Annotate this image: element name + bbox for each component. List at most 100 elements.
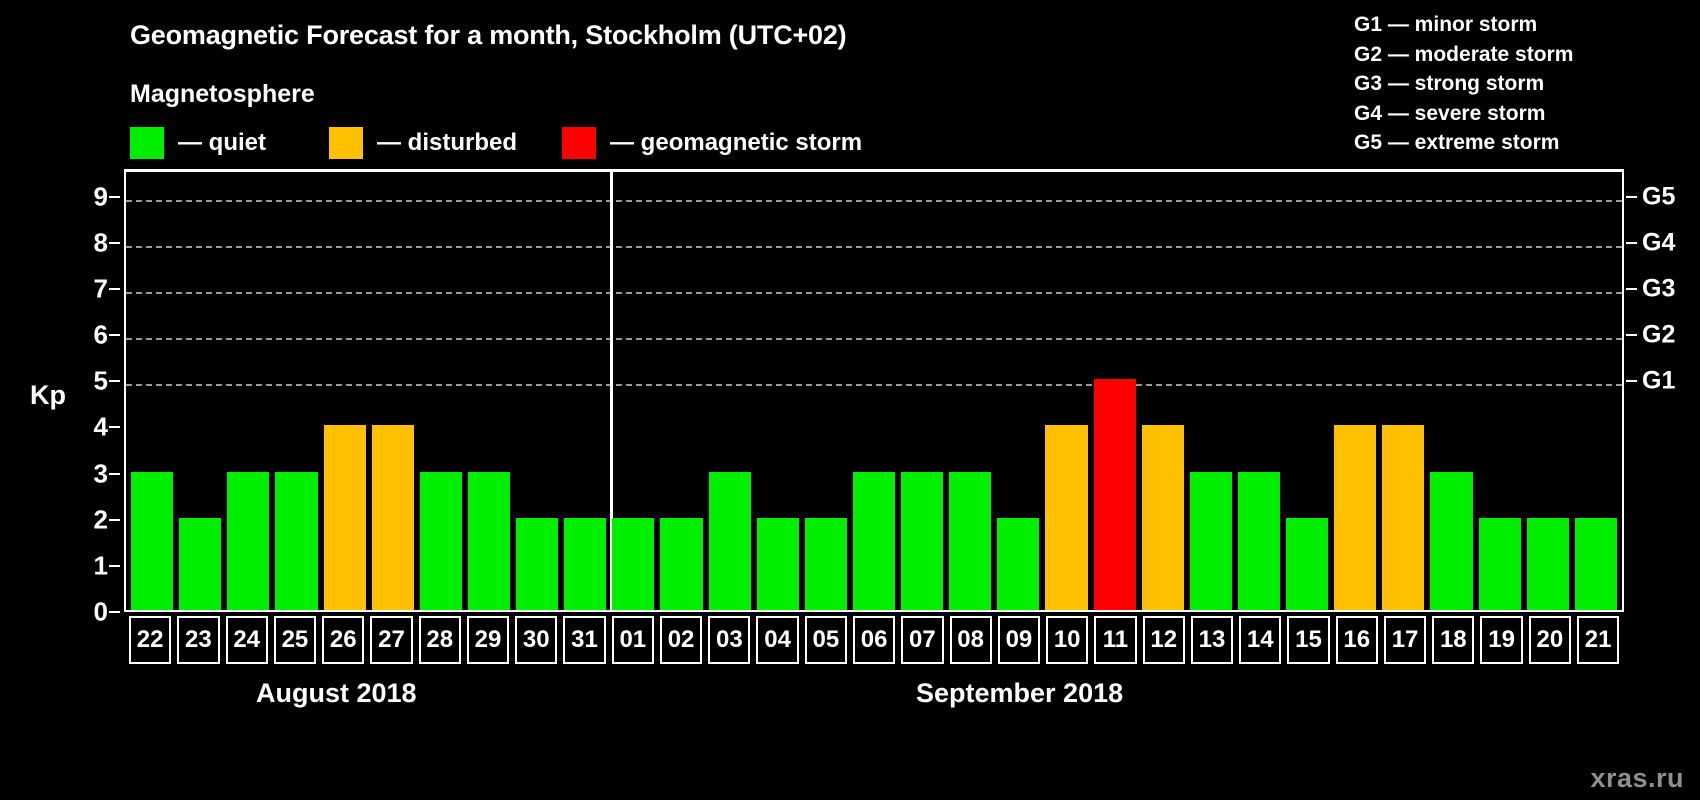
bar[interactable] [852, 471, 895, 610]
day-label-30[interactable]: 30 [515, 616, 558, 664]
bar[interactable] [131, 471, 174, 610]
bar-slot [513, 172, 561, 610]
gscale-legend-line-g1: G1 — minor storm [1354, 13, 1538, 36]
bar[interactable] [419, 471, 462, 610]
day-label-08[interactable]: 08 [949, 616, 992, 664]
bar-slot [417, 172, 465, 610]
bar-slot [128, 172, 176, 610]
day-label-23[interactable]: 23 [177, 616, 220, 664]
gscale-legend-line-g2: G2 — moderate storm [1354, 42, 1574, 66]
bar-slot [802, 172, 850, 610]
month-caption-september: September 2018 [916, 678, 1124, 708]
day-label-16[interactable]: 16 [1335, 616, 1378, 664]
bar[interactable] [467, 471, 510, 610]
day-label-21[interactable]: 21 [1576, 616, 1620, 664]
bar[interactable] [1237, 471, 1280, 610]
bar[interactable] [1430, 471, 1473, 610]
bar-slot [1139, 172, 1187, 610]
bar[interactable] [1574, 517, 1617, 610]
day-label-13[interactable]: 13 [1190, 616, 1234, 664]
bar[interactable] [612, 517, 655, 610]
month-separator-line [609, 172, 613, 610]
day-label-04[interactable]: 04 [756, 616, 799, 664]
bar[interactable] [1526, 517, 1569, 610]
day-label-22[interactable]: 22 [129, 616, 172, 664]
day-label-01[interactable]: 01 [611, 616, 654, 664]
plot-area [124, 169, 1624, 612]
y-tick-label-6: 6 [93, 319, 108, 350]
bar[interactable] [323, 425, 366, 610]
day-label-24[interactable]: 24 [225, 616, 268, 664]
g-tick-label-g4: G4 [1642, 228, 1676, 257]
legend-section-title: Magnetosphere [130, 80, 315, 108]
bar-slot [946, 172, 994, 610]
gscale-legend-line-g3: G3 — strong storm [1354, 72, 1545, 95]
day-label-27[interactable]: 27 [370, 616, 413, 664]
bar[interactable] [1334, 425, 1377, 610]
bar[interactable] [660, 517, 703, 610]
bar[interactable] [1189, 471, 1232, 610]
month-caption-august: August 2018 [256, 678, 417, 708]
day-label-26[interactable]: 26 [322, 616, 365, 664]
bar[interactable] [227, 471, 270, 610]
day-label-25[interactable]: 25 [273, 616, 317, 664]
g-tick-label-g2: G2 [1642, 320, 1676, 349]
bar-slot [561, 172, 609, 610]
g-scale-axis: G1 G2 G3 G4 G5 [1626, 169, 1696, 612]
day-label-11[interactable]: 11 [1094, 616, 1137, 664]
day-label-12[interactable]: 12 [1142, 616, 1185, 664]
bar[interactable] [1478, 517, 1521, 610]
gscale-legend: G1 — minor storm G2 — moderate storm G3 — … [1354, 10, 1684, 158]
bar[interactable] [1045, 425, 1088, 610]
day-label-10[interactable]: 10 [1046, 616, 1089, 664]
bar[interactable] [516, 517, 559, 610]
bar[interactable] [371, 425, 414, 610]
g-tick-mark-g5 [1626, 195, 1637, 198]
legend-label-geomagnetic-storm: — geomagnetic storm [610, 129, 863, 156]
legend-swatch-disturbed [329, 127, 363, 159]
bar[interactable] [949, 471, 992, 610]
bar-slot [1091, 172, 1139, 610]
bar[interactable] [275, 471, 318, 610]
day-label-20[interactable]: 20 [1528, 616, 1571, 664]
day-label-29[interactable]: 29 [466, 616, 510, 664]
bar[interactable] [997, 517, 1040, 610]
bar[interactable] [1382, 425, 1425, 610]
day-label-18[interactable]: 18 [1432, 616, 1475, 664]
day-label-07[interactable]: 07 [901, 616, 944, 664]
bar[interactable] [1141, 425, 1184, 610]
day-label-31[interactable]: 31 [563, 616, 606, 664]
bar-slot [657, 172, 705, 610]
y-tick-mark-6 [109, 334, 120, 337]
day-label-02[interactable]: 02 [659, 616, 703, 664]
y-tick-mark-0 [109, 611, 120, 613]
bar-series [126, 172, 1622, 610]
day-label-15[interactable]: 15 [1287, 616, 1330, 664]
bar[interactable] [708, 471, 751, 610]
day-label-28[interactable]: 28 [418, 616, 461, 664]
bar[interactable] [804, 517, 847, 610]
bar[interactable] [1286, 517, 1329, 610]
bar[interactable] [564, 517, 607, 610]
bar[interactable] [901, 471, 944, 610]
bar[interactable] [756, 517, 799, 610]
day-label-06[interactable]: 06 [852, 616, 896, 664]
bar-slot [1187, 172, 1235, 610]
day-label-09[interactable]: 09 [997, 616, 1041, 664]
bar-slot [1427, 172, 1475, 610]
legend-label-disturbed: — disturbed [377, 129, 518, 156]
day-label-05[interactable]: 05 [804, 616, 847, 664]
bar-slot [465, 172, 513, 610]
bar[interactable] [1093, 379, 1136, 610]
y-tick-label-2: 2 [93, 504, 108, 535]
day-label-03[interactable]: 03 [708, 616, 751, 664]
day-label-17[interactable]: 17 [1383, 616, 1427, 664]
gridline-kp-6 [126, 338, 1622, 341]
day-label-19[interactable]: 19 [1480, 616, 1523, 664]
bar[interactable] [179, 517, 222, 610]
bar-slot [706, 172, 754, 610]
y-tick-label-5: 5 [93, 365, 108, 396]
day-label-14[interactable]: 14 [1239, 616, 1282, 664]
g-tick-label-g5: G5 [1642, 182, 1676, 211]
watermark: xras.ru [1590, 763, 1684, 793]
